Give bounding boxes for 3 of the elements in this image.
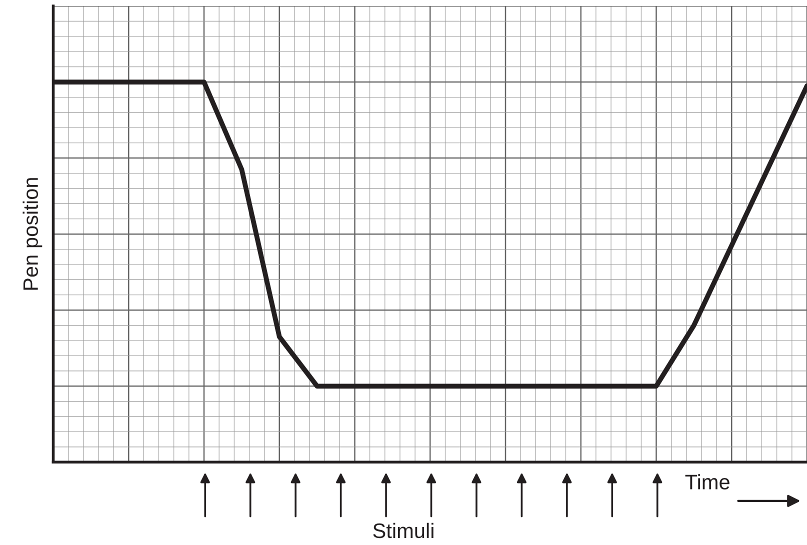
text: Stimuli — [373, 522, 434, 538]
x-axis-title: Time — [685, 474, 730, 490]
y-axis-title: Pen position — [22, 178, 42, 290]
